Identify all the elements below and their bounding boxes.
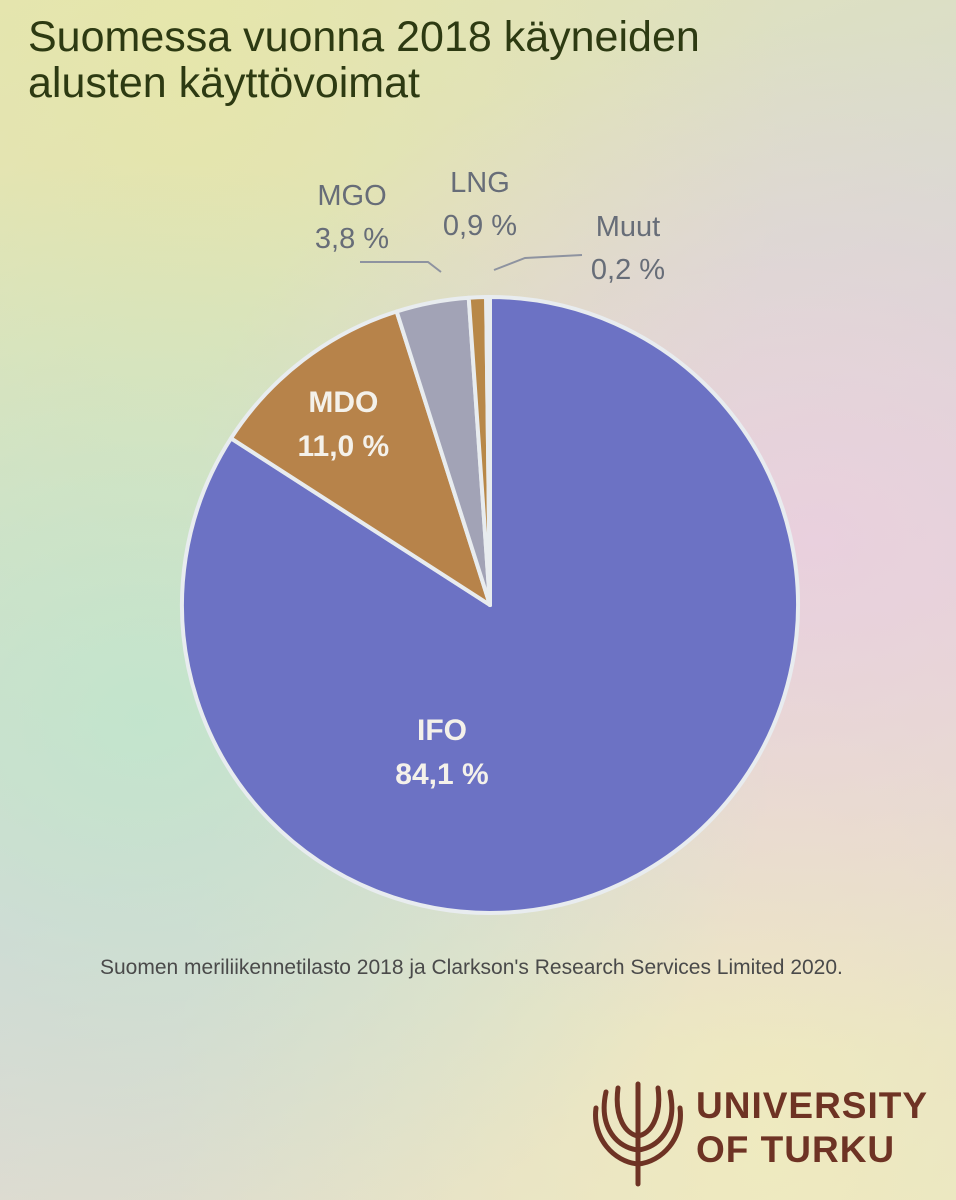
university-logo: UNIVERSITY OF TURKU [588,1078,938,1188]
pie-slice-muut [484,294,492,607]
pie-slice-mdo [228,309,492,607]
source-note: Suomen meriliikennetilasto 2018 ja Clark… [100,956,843,979]
slice-value-lng: 0,9 % [443,210,517,242]
leader-line-muut [493,254,583,271]
chart-title: Suomessa vuonna 2018 käyneiden alusten k… [28,13,700,107]
slice-value-mdo: 11,0 % [297,430,389,463]
pie-slice-ifo [180,295,800,915]
slice-name-mdo: MDO [308,386,378,419]
slice-value-mgo: 3,8 % [315,223,389,255]
slice-value-ifo: 84,1 % [395,758,488,791]
slice-name-ifo: IFO [417,714,467,747]
logo-line-1: UNIVERSITY [696,1085,929,1126]
trident-emblem-icon [593,1081,683,1187]
slice-name-mgo: MGO [317,180,386,212]
slice-name-muut: Muut [596,211,660,243]
leader-line-mgo [360,261,442,273]
logo-line-2: OF TURKU [696,1129,896,1170]
slice-value-muut: 0,2 % [591,254,665,286]
slice-name-lng: LNG [450,167,510,199]
